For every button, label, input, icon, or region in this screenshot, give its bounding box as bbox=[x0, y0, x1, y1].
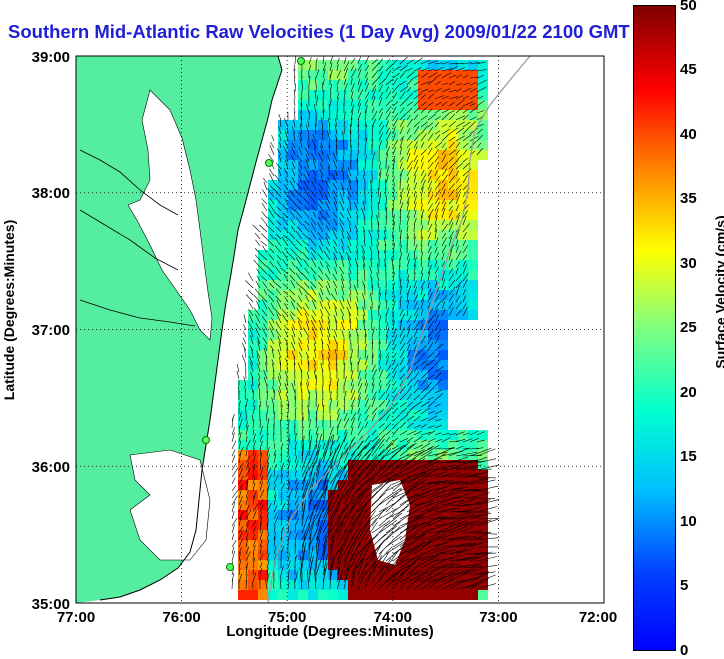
y-tick-label: 38:00 bbox=[32, 185, 70, 202]
colorbar-tick-label: 50 bbox=[680, 0, 697, 14]
radar-station-marker bbox=[297, 57, 305, 65]
colorbar-tick-label: 0 bbox=[680, 642, 689, 659]
pamlico-sound bbox=[129, 449, 211, 561]
chesapeake-bay bbox=[127, 89, 213, 341]
map-title: Southern Mid-Atlantic Raw Velocities (1 … bbox=[8, 21, 630, 42]
colorbar-tick-label: 20 bbox=[680, 384, 697, 401]
colorbar-tick-label: 5 bbox=[680, 577, 689, 594]
colorbar-tick-label: 40 bbox=[680, 126, 697, 143]
y-tick-label: 37:00 bbox=[32, 322, 70, 339]
x-tick-label: 75:00 bbox=[268, 609, 306, 626]
x-tick-label: 77:00 bbox=[57, 609, 95, 626]
land-mass bbox=[76, 56, 282, 603]
radar-station-marker bbox=[202, 436, 210, 444]
x-axis-ticks: 77:00 76:00 75:00 74:00 73:00 72:00 bbox=[57, 609, 617, 626]
x-tick-label: 73:00 bbox=[479, 609, 517, 626]
colorbar-tick-label: 10 bbox=[680, 513, 697, 530]
radar-station-marker bbox=[226, 563, 234, 571]
y-tick-label: 39:00 bbox=[32, 49, 70, 66]
colorbar-tick-label: 35 bbox=[680, 190, 697, 207]
river-potomac bbox=[79, 149, 179, 216]
y-tick-label: 35:00 bbox=[32, 596, 70, 613]
colorbar-tick-label: 25 bbox=[680, 319, 697, 336]
y-axis-label: Latitude (Degrees:Minutes) bbox=[1, 219, 17, 401]
radar-station-marker bbox=[265, 159, 273, 167]
y-tick-label: 36:00 bbox=[32, 459, 70, 476]
coastline bbox=[99, 56, 283, 601]
plot-frame bbox=[75, 55, 605, 604]
y-axis-ticks: 39:00 38:00 37:00 36:00 35:00 bbox=[32, 49, 70, 613]
grid bbox=[76, 56, 604, 603]
colorbar bbox=[633, 5, 676, 651]
x-axis-label: Longitude (Degrees:Minutes) bbox=[226, 623, 434, 640]
colorbar-tick-label: 30 bbox=[680, 255, 697, 272]
river-james bbox=[79, 299, 196, 327]
colorbar-tick-label: 45 bbox=[680, 61, 697, 78]
river-rappahannock bbox=[79, 209, 179, 271]
colorbar-label: Surface Velocity (cm/s) bbox=[712, 215, 724, 369]
x-tick-label: 76:00 bbox=[162, 609, 200, 626]
colorbar-tick-label: 15 bbox=[680, 448, 697, 465]
shelf-break-contour bbox=[267, 56, 531, 603]
velocity-vectors bbox=[231, 56, 500, 590]
x-tick-label: 74:00 bbox=[374, 609, 412, 626]
x-tick-label: 72:00 bbox=[579, 609, 617, 626]
